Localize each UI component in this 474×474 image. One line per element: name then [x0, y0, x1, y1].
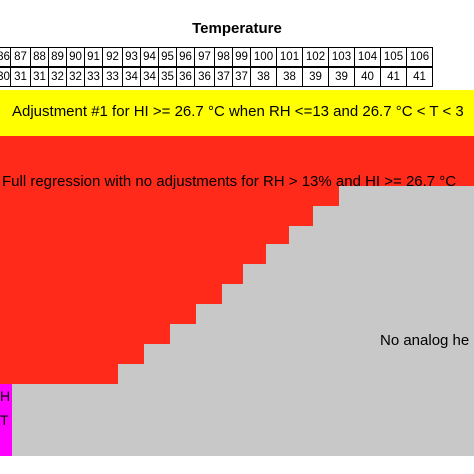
fahrenheit-cell: 106: [406, 47, 433, 67]
temperature-header-table: 8687888990919293949596979899100101102103…: [0, 47, 474, 87]
magenta-region: [0, 384, 12, 456]
magenta-label-line2: T: [0, 412, 9, 428]
no-analog-region: [12, 186, 474, 456]
no-analog-label: No analog he: [380, 332, 470, 349]
adjustment-1-label: Adjustment #1 for HI >= 26.7 °C when RH …: [12, 103, 464, 120]
celsius-cell: 41: [406, 67, 433, 87]
magenta-label-line1: H: [0, 388, 11, 404]
adjustment-1-region: [0, 90, 474, 136]
full-regression-label: Full regression with no adjustments for …: [2, 173, 457, 190]
temperature-title: Temperature: [192, 20, 282, 37]
